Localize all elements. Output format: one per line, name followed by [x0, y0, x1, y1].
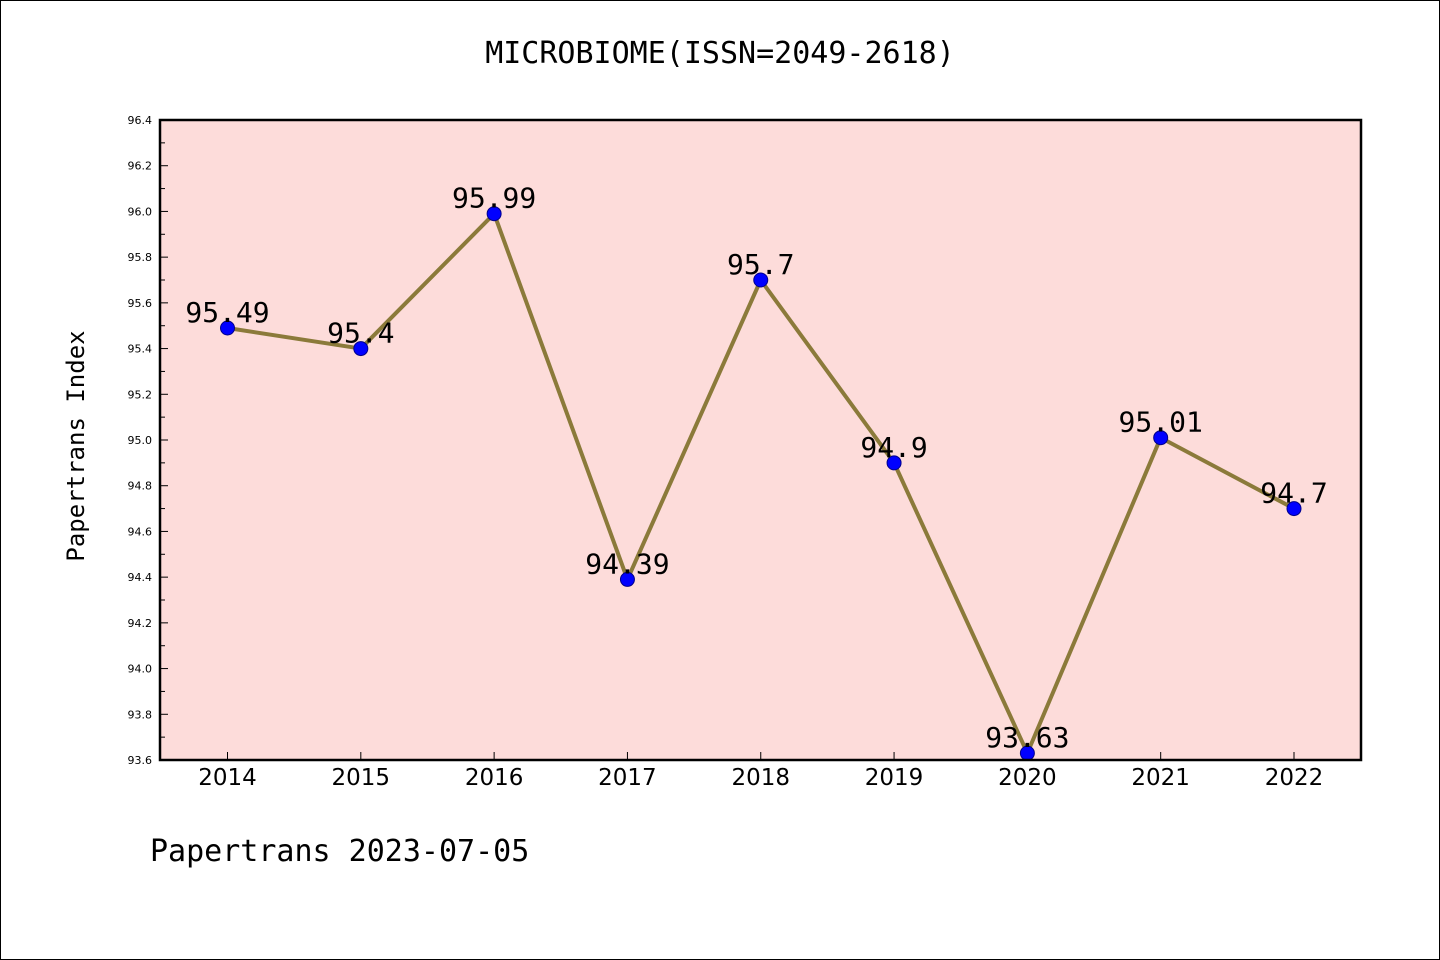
data-label: 95.4	[327, 317, 394, 350]
data-point	[353, 341, 369, 357]
y-tick-label: 94.6	[128, 525, 153, 538]
x-tick-label: 2019	[865, 765, 924, 791]
y-tick-label: 94.0	[128, 663, 153, 676]
data-point	[886, 455, 902, 471]
footer-date: Papertrans 2023-07-05	[150, 834, 530, 869]
y-tick-label: 95.4	[128, 343, 153, 356]
data-point	[1153, 430, 1169, 446]
data-point	[619, 571, 635, 587]
y-tick-label: 95.6	[128, 297, 153, 310]
series-layer: 95.49 95.4 95.99 94.39 95.7 94.9 93.63 95.01 94.…	[185, 182, 1328, 761]
y-tick-label: 93.8	[128, 708, 153, 721]
y-tick-label: 94.2	[128, 617, 153, 630]
chart-title: MICROBIOME(ISSN=2049-2618)	[485, 36, 955, 71]
x-tick-label: 2021	[1131, 765, 1190, 791]
x-tick-label: 2016	[465, 765, 524, 791]
y-tick-label: 96.4	[128, 114, 153, 127]
y-tick-label: 93.6	[128, 754, 153, 767]
data-label: 94.9	[860, 431, 927, 464]
y-tick-label: 95.2	[128, 388, 153, 401]
plot-area	[160, 120, 1361, 760]
y-tick-label: 95.8	[128, 251, 153, 264]
x-tick-label: 2014	[198, 765, 257, 791]
data-point	[753, 272, 769, 288]
data-label: 95.01	[1119, 406, 1203, 439]
x-tick-label: 2015	[332, 765, 391, 791]
data-label: 95.7	[727, 248, 794, 281]
x-tick-label: 2020	[998, 765, 1057, 791]
x-tick-label: 2017	[598, 765, 657, 791]
y-tick-label: 95.0	[128, 434, 153, 447]
y-axis: 93.6 93.8 94.0 94.2 94.4 94.6 94.8 95.0 95.2 95.4…	[128, 114, 168, 767]
data-point	[486, 206, 502, 222]
data-label: 93.63	[985, 721, 1069, 754]
y-tick-label: 94.4	[128, 571, 153, 584]
data-point	[1286, 501, 1302, 517]
x-tick-label: 2018	[731, 765, 790, 791]
plot-border	[158, 118, 1363, 762]
y-tick-label: 96.0	[128, 205, 153, 218]
y-tick-label: 94.8	[128, 480, 153, 493]
data-label: 94.39	[585, 547, 669, 580]
y-tick-label: 96.2	[128, 160, 153, 173]
data-label: 95.99	[452, 182, 536, 215]
data-point	[220, 320, 235, 336]
data-label: 95.49	[185, 296, 269, 329]
data-label: 94.7	[1260, 477, 1327, 510]
x-tick-label: 2022	[1265, 765, 1324, 791]
x-axis: 2014 2015 2016 2017 2018 2019 2020 2021 2022	[198, 752, 1323, 791]
